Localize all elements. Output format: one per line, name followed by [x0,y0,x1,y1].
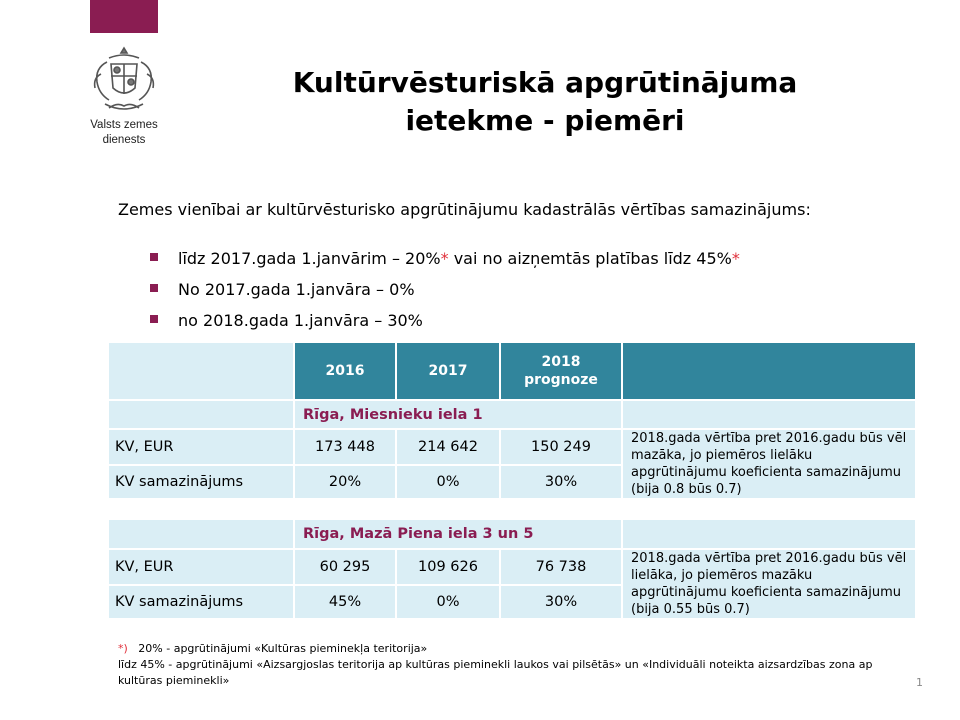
header-2016: 2016 [293,341,397,401]
bullet-text: No 2017.gada 1.janvāra – 0% [178,280,415,299]
page-title: Kultūrvēsturiskā apgrūtinājuma ietekme -… [200,64,890,140]
example-table-2: Rīga, Mazā Piena iela 3 un 5 KV, EUR 60 … [107,518,917,620]
asterisk-mark: * [440,249,449,268]
asterisk-mark: * [731,249,740,268]
row-label: KV samazinājums [107,584,295,620]
row-label: KV, EUR [107,548,295,586]
bullet-item: līdz 2017.gada 1.janvārim – 20%* vai no … [148,248,740,270]
value-2017: 214 642 [395,428,501,466]
table-row: Rīga, Mazā Piena iela 3 un 5 [107,518,917,550]
brand-name: Valsts zemes dienests [78,118,170,148]
address-empty-cell [107,518,295,550]
example-table-1: 2016 2017 2018 prognoze Rīga, Miesnieku … [107,341,917,500]
value-2018: 30% [499,584,623,620]
header-2018-year: 2018 [541,354,581,370]
bullet-text: līdz 2017.gada 1.janvārim – 20% [178,249,441,268]
header-note-cell [621,341,917,401]
table-row: Rīga, Miesnieku iela 1 [107,399,917,430]
header-2018: 2018 prognoze [499,341,623,401]
table-row: KV, EUR 173 448 214 642 150 249 2018.gad… [107,428,917,500]
value-2017: 0% [395,584,501,620]
footnote: *) 20% - apgrūtinājumi «Kultūras piemine… [118,641,878,689]
header-2017: 2017 [395,341,501,401]
value-2018: 30% [499,464,623,500]
example-note: 2018.gada vērtība pret 2016.gadu būs vēl… [621,428,917,500]
row-label: KV, EUR [107,428,295,466]
header-2018-forecast: prognoze [524,372,598,388]
example-address: Rīga, Mazā Piena iela 3 un 5 [293,518,623,550]
title-line1: Kultūrvēsturiskā apgrūtinājuma [292,66,798,99]
note-empty-cell [621,399,917,430]
footnote-line1: *) 20% - apgrūtinājumi «Kultūras piemine… [118,641,878,657]
value-2016: 20% [293,464,397,500]
value-2016: 45% [293,584,397,620]
bullet-text-middle: vai no aizņemtās platības līdz 45% [448,249,732,268]
example-address: Rīga, Miesnieku iela 1 [293,399,623,430]
value-2016: 173 448 [293,428,397,466]
logo: Valsts zemes dienests [78,44,170,156]
address-empty-cell [107,399,295,430]
intro-text: Zemes vienībai ar kultūrvēsturisko apgrū… [118,200,811,219]
value-2017: 0% [395,464,501,500]
value-2018: 150 249 [499,428,623,466]
brand-name-line1: Valsts zemes [90,119,158,131]
bullet-square-icon [150,284,158,292]
row-label: KV samazinājums [107,464,295,500]
table-row: KV samazinājums 45% 0% 30% [107,584,916,620]
footnote-text1: 20% - apgrūtinājumi «Kultūras pieminekļa… [138,642,428,655]
bullet-item: No 2017.gada 1.janvāra – 0% [148,279,740,301]
table-row: KV, EUR 60 295 109 626 76 738 2018.gada … [107,548,917,620]
header-empty-cell [107,341,295,401]
footnote-mark: *) [118,642,128,655]
bullet-text: no 2018.gada 1.janvāra – 30% [178,311,423,330]
brand-color-bar [90,0,158,33]
note-empty-cell [621,518,917,550]
table-header-row: 2016 2017 2018 prognoze [107,341,917,401]
bullet-list: līdz 2017.gada 1.janvārim – 20%* vai no … [148,248,740,341]
coat-of-arms-icon [93,46,155,110]
value-2018: 76 738 [499,548,623,586]
bullet-square-icon [150,253,158,261]
example-note: 2018.gada vērtība pret 2016.gadu būs vēl… [621,548,917,620]
page-number: 1 [916,676,923,689]
brand-name-line2: dienests [102,134,146,146]
value-2017: 109 626 [395,548,501,586]
title-line2: ietekme - piemēri [405,104,685,137]
table-row: KV samazinājums 20% 0% 30% [107,464,916,500]
footnote-line2: līdz 45% - apgrūtinājumi «Aizsargjoslas … [118,658,873,687]
value-2016: 60 295 [293,548,397,586]
bullet-square-icon [150,315,158,323]
bullet-item: no 2018.gada 1.janvāra – 30% [148,310,740,332]
